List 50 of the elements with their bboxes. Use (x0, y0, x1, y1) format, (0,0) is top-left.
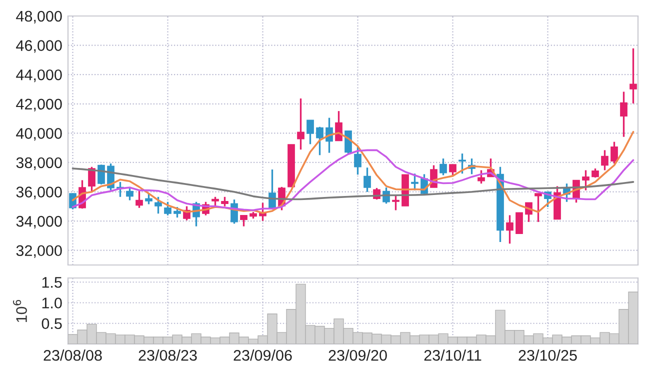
y-tick-label: 32,000 (16, 245, 62, 258)
candlestick (354, 146, 362, 176)
candlestick (601, 149, 608, 172)
candlestick (221, 196, 228, 208)
candlestick (154, 196, 162, 214)
candlestick (164, 201, 172, 216)
candlestick (88, 166, 96, 193)
y-tick-label: 40,000 (16, 128, 62, 141)
candlestick (411, 172, 418, 192)
candlestick (364, 166, 371, 193)
candlestick (534, 192, 542, 223)
candlestick (335, 110, 342, 142)
candlestick (506, 214, 514, 244)
candlestick (449, 164, 456, 176)
candlestick (620, 90, 628, 138)
y-tick-label: 38,000 (16, 157, 62, 170)
candlestick (440, 158, 447, 176)
candlestick (174, 206, 181, 218)
y-tick-label: 44,000 (16, 69, 62, 82)
candlestick (630, 48, 637, 104)
x-tick-label: 23/09/20 (328, 350, 387, 361)
candlestick (458, 152, 466, 174)
candlestick (126, 186, 134, 202)
candlestick (478, 169, 485, 184)
y-tick-label: 0.5 (42, 318, 62, 330)
candlestick (145, 192, 152, 206)
y-tick-label: 48,000 (16, 10, 62, 24)
x-tick-label: 23/08/08 (44, 350, 102, 361)
y-axis-title: 10$^{6}$ (13, 300, 27, 322)
y-tick-label: 36,000 (16, 186, 62, 200)
candlestick (610, 140, 618, 164)
x-tick-label: 23/08/23 (138, 350, 197, 361)
candlestick (136, 189, 143, 209)
y-tick-label: 42,000 (16, 98, 62, 112)
candlestick (306, 119, 314, 145)
x-tick-label: 23/09/06 (234, 350, 292, 361)
candlestick (316, 126, 324, 156)
candlestick (297, 98, 304, 150)
candlestick (592, 168, 599, 178)
candlestick (582, 169, 590, 192)
candlestick (212, 196, 219, 208)
y-tick-label: 46,000 (16, 40, 62, 53)
candlestick (516, 212, 523, 234)
y-tick-label: 1.5 (42, 277, 62, 288)
x-tick-label: 23/10/25 (518, 350, 577, 361)
y-tick-label: 1.0 (42, 298, 62, 308)
y-tick-label: 34,000 (16, 216, 62, 229)
candlestick (240, 214, 248, 228)
x-tick-label: 23/10/11 (424, 350, 482, 361)
candlestick (392, 194, 400, 212)
